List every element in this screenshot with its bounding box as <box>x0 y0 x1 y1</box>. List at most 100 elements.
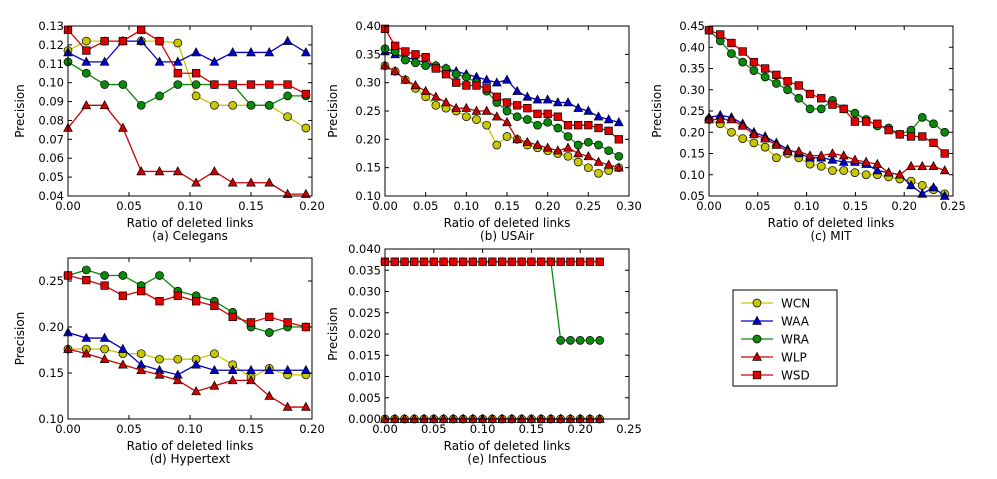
data-point-wsd <box>137 286 146 296</box>
data-point-wlp <box>546 413 556 423</box>
data-point-wsd <box>772 70 781 80</box>
data-point-wra <box>771 79 781 88</box>
data-point-wsd <box>246 318 256 327</box>
data-point-wlp <box>154 369 165 379</box>
data-point-wsd <box>783 77 792 86</box>
data-point-wsd <box>228 80 237 89</box>
data-point-waa <box>872 165 883 175</box>
data-point-wra <box>738 57 748 67</box>
data-point-wsd <box>283 318 292 327</box>
data-point-wlp <box>451 102 462 112</box>
data-point-wsd <box>419 257 429 266</box>
data-point-wsd <box>492 92 501 101</box>
data-point-wlp <box>487 413 498 423</box>
data-point-wsd <box>828 100 837 109</box>
data-point-waa <box>491 77 502 87</box>
legend-marker <box>752 351 762 361</box>
data-point-wlp <box>227 375 238 385</box>
data-point-wra <box>283 91 292 101</box>
data-point-wra <box>604 146 614 156</box>
series-group <box>63 265 311 411</box>
data-point-wsd <box>566 257 575 266</box>
data-point-wcn <box>191 91 201 101</box>
data-point-wlp <box>420 85 431 95</box>
data-point-wsd <box>458 257 468 266</box>
data-point-wsd <box>390 257 399 266</box>
data-point-wlp <box>906 160 916 170</box>
x-tick-label: 0.15 <box>843 199 869 213</box>
data-point-wlp <box>81 99 92 110</box>
data-point-wlp <box>563 142 573 152</box>
data-point-waa <box>502 74 512 84</box>
data-point-wsd <box>906 132 916 141</box>
legend-label: WCN <box>781 297 810 311</box>
y-tick-label: 0.015 <box>348 348 381 362</box>
x-axis-label: Ratio of deleted links <box>444 439 571 453</box>
panel-caption: (d) Hypertext <box>150 452 231 466</box>
data-point-wlp <box>491 111 502 121</box>
data-point-wlp <box>246 375 256 385</box>
legend-label: WRA <box>781 333 810 347</box>
series-line-waa <box>67 40 307 63</box>
data-point-wra <box>451 69 461 79</box>
y-axis-label: Precision <box>326 307 340 361</box>
y-tick-label: 0.20 <box>679 125 705 139</box>
y-tick-label: 0.05 <box>38 170 64 184</box>
x-axis-label: Ratio of deleted links <box>127 439 254 453</box>
data-point-wlp <box>264 177 275 187</box>
data-point-wsd <box>850 117 860 126</box>
data-point-wsd <box>527 257 536 266</box>
y-tick-label: 0.035 <box>348 263 381 277</box>
data-point-wra <box>400 55 410 65</box>
data-point-wra <box>929 119 938 129</box>
data-point-wra <box>585 336 595 345</box>
data-point-wra <box>553 123 563 133</box>
data-point-wlp <box>399 413 410 423</box>
data-point-wlp <box>883 167 894 177</box>
data-point-wra <box>100 271 109 280</box>
data-point-wlp <box>502 116 512 127</box>
data-point-waa <box>99 56 110 66</box>
data-point-wcn <box>482 120 492 130</box>
legend-label: WSD <box>781 369 810 383</box>
data-point-waa <box>191 359 201 369</box>
panel-caption: (b) USAir <box>480 229 534 243</box>
data-point-wlp <box>555 413 566 423</box>
data-point-wcn <box>136 349 146 359</box>
data-point-wlp <box>939 165 950 175</box>
legend-item-waa: WAA <box>741 315 810 329</box>
data-point-wsd <box>716 30 725 39</box>
data-point-wsd <box>585 257 595 266</box>
data-point-wra <box>573 140 583 150</box>
data-point-wlp <box>522 136 533 146</box>
x-tick-label: 0.20 <box>299 199 325 213</box>
y-tick-label: 0.40 <box>355 19 381 33</box>
data-point-wsd <box>449 257 458 266</box>
data-point-wlp <box>506 413 517 423</box>
data-point-waa <box>136 35 147 45</box>
data-point-wsd <box>173 69 182 78</box>
data-point-wra <box>583 137 593 147</box>
data-point-wlp <box>872 158 883 168</box>
y-axis-label: Precision <box>13 84 27 138</box>
data-point-waa <box>928 182 939 192</box>
data-point-wsd <box>100 36 109 46</box>
data-point-wlp <box>536 413 547 423</box>
data-point-wlp <box>227 177 238 187</box>
series-group <box>380 24 624 178</box>
data-point-wsd <box>401 47 410 56</box>
data-point-wcn <box>771 153 781 163</box>
legend-marker <box>752 334 762 344</box>
data-point-wra <box>850 108 860 118</box>
data-point-wsd <box>155 297 164 306</box>
data-point-wsd <box>191 297 201 306</box>
y-axis-label: Precision <box>13 312 27 366</box>
data-point-wcn <box>828 166 837 175</box>
x-tick-label: 0.00 <box>372 199 398 213</box>
data-point-wra <box>191 80 201 89</box>
data-point-wcn <box>100 344 109 354</box>
data-point-wsd <box>563 121 573 130</box>
data-point-waa <box>917 188 928 198</box>
data-point-wsd <box>301 89 311 99</box>
